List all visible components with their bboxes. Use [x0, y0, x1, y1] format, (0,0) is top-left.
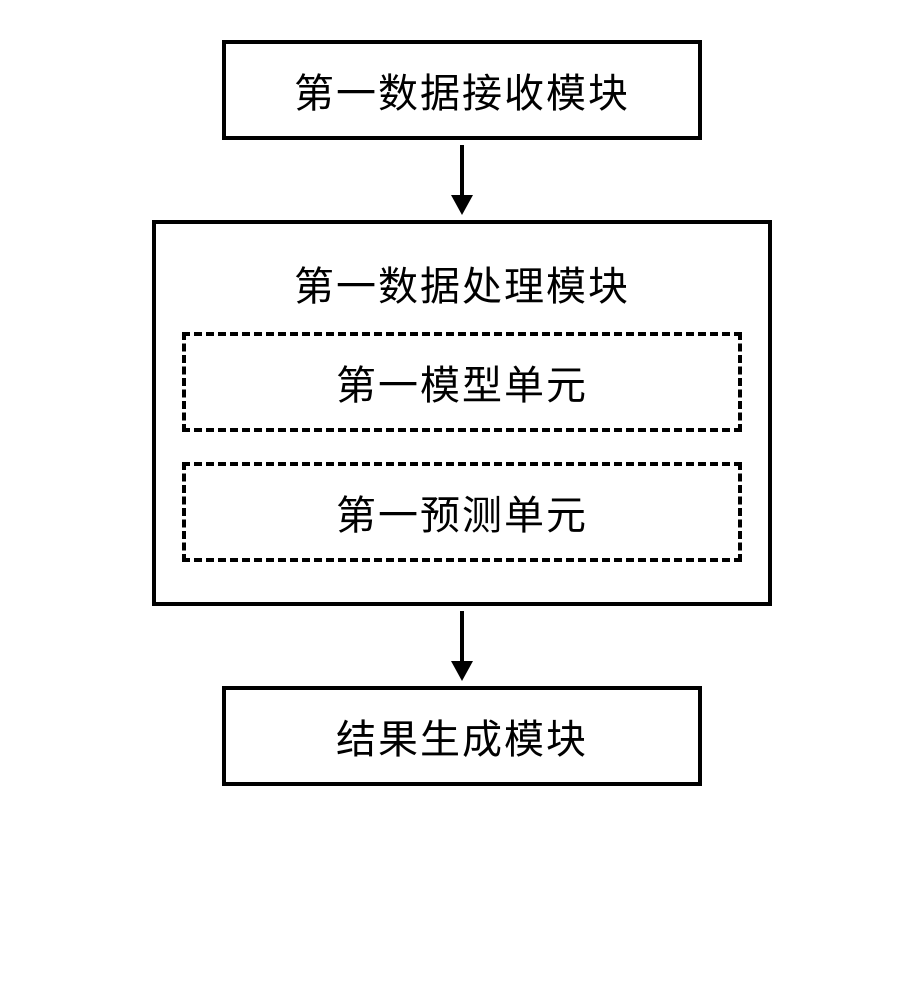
node-label: 结果生成模块 [336, 707, 588, 765]
node-data-process: 第一数据处理模块 第一模型单元 第一预测单元 [152, 220, 772, 606]
node-label: 第一数据接收模块 [294, 61, 630, 119]
arrow-down-icon [447, 611, 477, 681]
arrow-2 [447, 606, 477, 686]
node-label: 第一数据处理模块 [294, 254, 630, 312]
flowchart: 第一数据接收模块 第一数据处理模块 第一模型单元 第一预测单元 结果生成模块 [152, 40, 772, 786]
subnode-label: 第一预测单元 [336, 483, 588, 541]
node-data-receive: 第一数据接收模块 [222, 40, 702, 140]
subnode-label: 第一模型单元 [336, 353, 588, 411]
arrow-down-icon [447, 145, 477, 215]
subnode-predict-unit: 第一预测单元 [182, 462, 742, 562]
arrow-1 [447, 140, 477, 220]
subnode-model-unit: 第一模型单元 [182, 332, 742, 432]
node-result-generate: 结果生成模块 [222, 686, 702, 786]
